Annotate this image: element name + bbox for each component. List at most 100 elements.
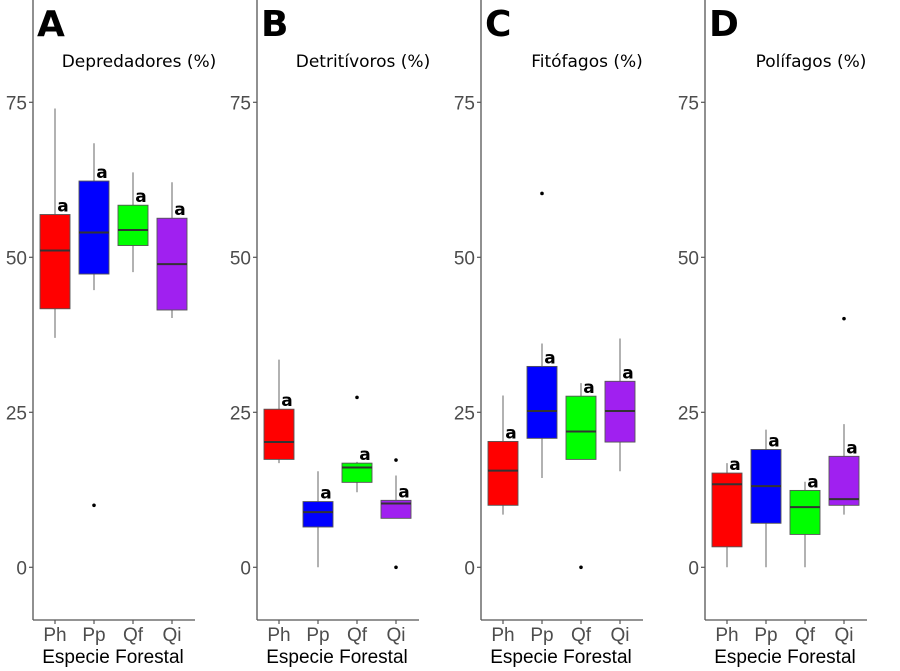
box-qf: a bbox=[789, 472, 821, 568]
significance-letter: a bbox=[57, 197, 68, 217]
panel-label: C bbox=[485, 4, 511, 45]
x-axis-title: Especie Forestal bbox=[266, 647, 408, 668]
box-ph: a bbox=[711, 455, 743, 568]
significance-letter: a bbox=[281, 391, 292, 411]
x-tick-label: Qf bbox=[347, 625, 368, 646]
panel-label: D bbox=[709, 4, 739, 45]
x-axis-title: Especie Forestal bbox=[714, 647, 856, 668]
panel-label: B bbox=[261, 4, 288, 45]
y-tick-label: 25 bbox=[678, 403, 699, 424]
iqr-box bbox=[828, 455, 860, 506]
significance-letter: a bbox=[174, 200, 185, 220]
x-tick-label: Qi bbox=[835, 625, 854, 646]
significance-letter: a bbox=[505, 423, 516, 443]
significance-letter: a bbox=[622, 363, 633, 383]
iqr-box bbox=[789, 489, 821, 535]
outlier-point bbox=[394, 458, 398, 462]
iqr-box bbox=[39, 214, 71, 310]
y-tick-label: 50 bbox=[678, 248, 699, 269]
significance-letter: a bbox=[96, 163, 107, 183]
iqr-box bbox=[341, 462, 373, 483]
y-tick-label: 50 bbox=[454, 248, 475, 269]
box-ph: a bbox=[263, 359, 295, 464]
box-qf: a bbox=[341, 395, 373, 493]
significance-letter: a bbox=[807, 472, 818, 492]
x-tick-label: Ph bbox=[267, 625, 290, 646]
iqr-box bbox=[302, 501, 334, 528]
iqr-box bbox=[78, 180, 110, 275]
significance-letter: a bbox=[135, 187, 146, 207]
significance-letter: a bbox=[544, 348, 555, 368]
box-pp: a bbox=[78, 143, 110, 508]
y-tick-label: 25 bbox=[454, 403, 475, 424]
panel-d: D Polífagos (%) 0 25 50 75 a Ph a Pp a Qf a QiEspecie… bbox=[678, 0, 867, 668]
y-tick-label: 75 bbox=[678, 93, 699, 114]
significance-letter: a bbox=[583, 378, 594, 398]
iqr-box bbox=[526, 365, 558, 439]
outlier-point bbox=[842, 316, 846, 321]
x-tick-label: Pp bbox=[754, 625, 777, 646]
x-axis-title: Especie Forestal bbox=[490, 647, 632, 668]
x-tick-label: Ph bbox=[43, 625, 66, 646]
box-qf: a bbox=[117, 172, 149, 273]
box-qi: a bbox=[828, 316, 860, 515]
iqr-box bbox=[117, 204, 149, 246]
iqr-box bbox=[487, 440, 519, 506]
box-ph: a bbox=[39, 108, 71, 338]
x-tick-label: Qf bbox=[123, 625, 144, 646]
y-tick-label: 75 bbox=[230, 93, 251, 114]
significance-letter: a bbox=[768, 432, 779, 452]
box-qf: a bbox=[565, 378, 597, 570]
significance-letter: a bbox=[729, 455, 740, 475]
significance-letter: a bbox=[398, 482, 409, 502]
significance-letter: a bbox=[846, 438, 857, 458]
x-tick-label: Pp bbox=[530, 625, 553, 646]
significance-letter: a bbox=[320, 484, 331, 504]
box-qi: a bbox=[604, 338, 636, 472]
significance-letter: a bbox=[359, 445, 370, 465]
iqr-box bbox=[711, 472, 743, 548]
box-pp: a bbox=[526, 191, 558, 479]
y-tick-label: 25 bbox=[230, 403, 251, 424]
outlier-point bbox=[92, 503, 96, 508]
box-pp: a bbox=[302, 471, 334, 568]
y-tick-label: 50 bbox=[230, 248, 251, 269]
x-axis-title: Especie Forestal bbox=[42, 647, 184, 668]
panel-b: B Detritívoros (%) 0 25 50 75 a Ph a Pp a Qf a QiEspe… bbox=[230, 0, 430, 668]
box-pp: a bbox=[750, 429, 782, 568]
iqr-box bbox=[263, 408, 295, 460]
panel-title: Fitófagos (%) bbox=[531, 52, 643, 72]
panel-title: Depredadores (%) bbox=[62, 52, 217, 72]
iqr-box bbox=[380, 499, 412, 519]
outlier-point bbox=[355, 395, 359, 400]
x-tick-label: Qf bbox=[571, 625, 592, 646]
panel-title: Detritívoros (%) bbox=[296, 52, 430, 72]
y-tick-label: 0 bbox=[688, 558, 699, 579]
y-tick-label: 50 bbox=[6, 248, 27, 269]
y-tick-label: 25 bbox=[6, 403, 27, 424]
y-tick-label: 75 bbox=[454, 93, 475, 114]
outlier-point bbox=[579, 565, 583, 570]
y-tick-label: 0 bbox=[464, 558, 475, 579]
y-tick-label: 0 bbox=[16, 558, 27, 579]
x-tick-label: Qi bbox=[611, 625, 630, 646]
panel-label: A bbox=[37, 4, 65, 45]
y-tick-label: 75 bbox=[6, 93, 27, 114]
box-ph: a bbox=[487, 395, 519, 515]
x-tick-label: Pp bbox=[82, 625, 105, 646]
outlier-point bbox=[540, 191, 544, 196]
x-tick-label: Ph bbox=[491, 625, 514, 646]
outlier-point bbox=[394, 565, 398, 570]
panel-c: C Fitófagos (%) 0 25 50 75 a Ph a Pp a Qf a QiEspecie… bbox=[454, 0, 643, 668]
iqr-box bbox=[565, 395, 597, 460]
y-tick-label: 0 bbox=[240, 558, 251, 579]
panel-a: A Depredadores (%) 0 25 50 75 a Ph a Pp a Qf a QiEspe… bbox=[6, 0, 216, 668]
box-qi: a bbox=[380, 458, 412, 570]
x-tick-label: Qi bbox=[387, 625, 406, 646]
box-qi: a bbox=[156, 182, 188, 319]
x-tick-label: Qi bbox=[163, 625, 182, 646]
panel-title: Polífagos (%) bbox=[756, 52, 867, 72]
x-tick-label: Ph bbox=[715, 625, 738, 646]
